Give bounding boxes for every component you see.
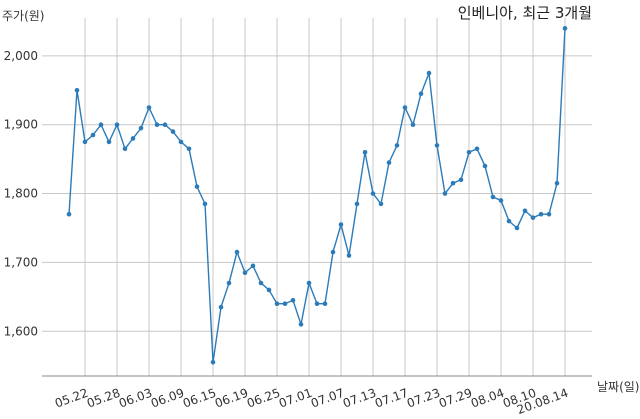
data-point <box>74 87 80 93</box>
data-point <box>178 139 184 145</box>
data-point <box>394 143 400 148</box>
data-point <box>146 105 152 110</box>
data-point <box>122 146 128 152</box>
data-point <box>386 160 392 165</box>
grid-layer <box>42 18 592 376</box>
x-axis-label: 날짜(일) <box>597 380 639 394</box>
data-point <box>306 280 312 286</box>
data-point <box>434 143 440 148</box>
y-axis-label: 주가(원) <box>2 9 44 23</box>
data-point <box>530 215 536 220</box>
data-point <box>242 270 248 276</box>
data-point <box>474 146 480 152</box>
data-point <box>66 211 72 217</box>
data-point <box>250 263 256 269</box>
data-point <box>330 249 336 255</box>
data-point <box>402 105 408 110</box>
data-point <box>234 249 240 255</box>
data-point <box>506 218 512 224</box>
data-point <box>290 297 296 303</box>
y-tick-label: 1,600 <box>4 324 38 338</box>
data-point <box>170 129 176 134</box>
data-point <box>482 163 488 169</box>
data-point <box>346 253 352 258</box>
data-point <box>274 301 280 307</box>
data-point <box>466 149 472 155</box>
data-point <box>282 301 288 307</box>
data-point <box>186 146 192 152</box>
data-point <box>490 194 496 200</box>
price-series-line <box>68 28 566 363</box>
data-point <box>522 208 528 214</box>
data-point <box>266 287 272 293</box>
data-point <box>114 122 120 128</box>
data-point <box>98 122 104 128</box>
data-point <box>226 280 232 286</box>
data-point <box>426 70 432 76</box>
series-layer <box>66 26 568 365</box>
data-point <box>410 122 416 128</box>
data-point <box>90 132 96 138</box>
y-tick-label: 2,000 <box>4 49 38 63</box>
data-point <box>138 125 144 131</box>
data-point <box>538 211 544 217</box>
data-point <box>218 304 224 310</box>
data-point <box>498 198 504 203</box>
data-point <box>370 191 376 196</box>
data-point <box>314 301 320 307</box>
data-point <box>194 184 200 189</box>
data-point <box>362 149 368 155</box>
data-point <box>82 139 88 145</box>
data-point <box>450 180 456 186</box>
data-point <box>354 201 360 207</box>
data-point <box>210 359 216 365</box>
data-point <box>162 122 168 128</box>
data-point <box>562 26 568 31</box>
chart-title: 인베니아, 최근 3개월 <box>458 4 592 22</box>
data-point <box>130 136 136 141</box>
y-tick-label: 1,900 <box>4 118 38 132</box>
y-tick-label: 1,700 <box>4 255 38 269</box>
data-point <box>298 322 304 327</box>
data-point <box>458 177 464 183</box>
data-point <box>202 201 208 207</box>
data-point <box>258 280 264 286</box>
data-point <box>514 225 520 231</box>
data-point <box>554 180 560 186</box>
data-point <box>322 301 328 307</box>
data-point <box>546 211 552 217</box>
axis-layer: 1,6001,7001,8001,9002,00005.2205.2806.03… <box>4 49 592 417</box>
y-tick-label: 1,800 <box>4 187 38 201</box>
data-point <box>378 201 384 207</box>
data-point <box>442 191 448 196</box>
data-point <box>338 222 344 227</box>
data-point <box>106 139 112 145</box>
data-point <box>154 122 160 128</box>
data-point <box>418 91 424 97</box>
